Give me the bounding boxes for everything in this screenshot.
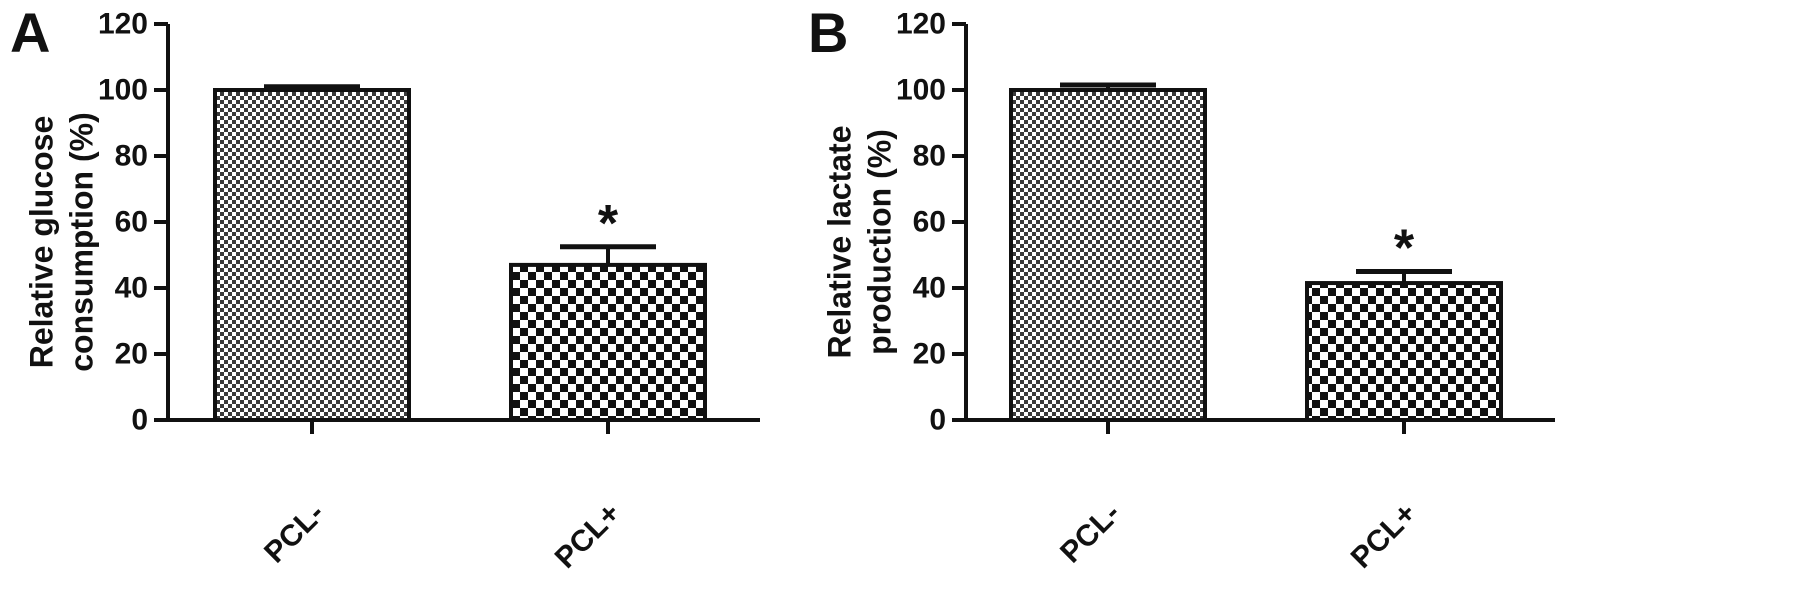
y-tick-label-a-60: 60 [115, 206, 148, 239]
y-axis-label-b-line-2: production (%) [861, 129, 897, 355]
y-tick-label-a-120: 120 [98, 8, 148, 41]
y-tick-label-a-20: 20 [115, 338, 148, 371]
y-tick-label-a-40: 40 [115, 272, 148, 305]
bar-a-pclplus [509, 262, 707, 422]
y-tick-label-b-100: 100 [896, 74, 946, 107]
x-tick-label-b-pclminus: PCL- [1054, 497, 1127, 570]
y-axis-label-a-line-1: Relative glucose [23, 116, 59, 369]
significance-marker-a-pclplus: * [598, 195, 619, 253]
y-tick-label-b-80: 80 [913, 140, 946, 173]
y-tick-label-b-60: 60 [913, 206, 946, 239]
chart-panel-a: A Relative glucose consumption (%) 0 20 40 60 8… [10, 1, 760, 575]
bar-a-pclminus [213, 88, 411, 422]
y-axis-label-b-line-1: Relative lactate [821, 125, 857, 358]
y-tick-label-b-0: 0 [929, 404, 946, 437]
y-axis-label-a-line-2: consumption (%) [63, 112, 99, 372]
y-tick-label-b-40: 40 [913, 272, 946, 305]
panel-letter-b: B [808, 1, 848, 64]
y-tick-label-b-120: 120 [896, 8, 946, 41]
y-tick-label-b-20: 20 [913, 338, 946, 371]
bar-b-pclminus [1009, 88, 1207, 422]
significance-marker-b-pclplus: * [1394, 220, 1415, 278]
panel-letter-a: A [10, 1, 50, 64]
x-tick-label-b-pclplus: PCL+ [1345, 497, 1423, 575]
y-tick-label-a-100: 100 [98, 74, 148, 107]
bar-b-pclplus [1305, 281, 1503, 422]
y-tick-label-a-80: 80 [115, 140, 148, 173]
y-tick-label-a-0: 0 [131, 404, 148, 437]
x-tick-label-a-pclminus: PCL- [258, 497, 331, 570]
chart-panel-b: B Relative lactate production (%) 0 20 40 60 80… [808, 1, 1555, 575]
x-tick-label-a-pclplus: PCL+ [549, 497, 627, 575]
